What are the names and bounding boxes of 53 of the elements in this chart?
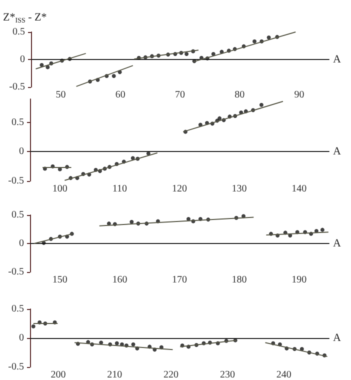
point xyxy=(114,341,119,346)
point xyxy=(186,216,190,221)
x-tick-label: 180 xyxy=(232,274,247,286)
x-tick-label: 170 xyxy=(172,274,187,286)
x-tick-label: 100 xyxy=(52,184,68,194)
x-tick-label: 130 xyxy=(232,184,247,194)
point xyxy=(259,102,264,107)
x-tick-label: 70 xyxy=(175,90,185,100)
x-axis-title: A xyxy=(333,332,341,344)
y-tick-label: 0 xyxy=(19,238,24,249)
y-tick-label: 0 xyxy=(20,54,25,65)
x-axis-title: A xyxy=(333,146,341,158)
x-tick-label: 230 xyxy=(220,370,235,380)
x-tick-label: 110 xyxy=(112,184,128,194)
x-tick-label: 190 xyxy=(292,274,307,286)
y-tick-label: -0.5 xyxy=(8,176,24,186)
point xyxy=(320,228,324,232)
x-tick-label: 80 xyxy=(234,90,245,100)
y-tick-label: 0 xyxy=(19,146,24,158)
x-tick-label: 90 xyxy=(294,90,304,100)
point xyxy=(106,222,111,226)
x-tick-label: 220 xyxy=(164,370,179,380)
point xyxy=(252,39,256,44)
y-tick-label: -0.5 xyxy=(8,362,24,372)
y-tick-label: 0.5 xyxy=(12,304,24,314)
y-tick-label: 0.5 xyxy=(12,26,25,38)
x-axis-title: A xyxy=(333,54,341,66)
y-tick-label: 0 xyxy=(19,332,24,344)
x-tick-label: 210 xyxy=(107,370,122,380)
y-tick-label: -0.5 xyxy=(8,266,24,278)
point xyxy=(130,220,134,224)
point xyxy=(146,151,150,156)
point xyxy=(99,340,104,345)
point xyxy=(266,36,271,40)
point xyxy=(131,342,136,346)
x-tick-label: 120 xyxy=(172,184,187,194)
x-tick-label: 160 xyxy=(112,274,128,286)
y-tick-label: 0.5 xyxy=(12,210,24,220)
point xyxy=(31,324,36,328)
x-tick-label: 50 xyxy=(56,90,66,100)
x-tick-label: 60 xyxy=(115,90,126,100)
x-tick-label: 150 xyxy=(52,274,68,286)
y-tick-label: -0.5 xyxy=(9,82,25,92)
point xyxy=(130,156,135,160)
x-tick-label: 140 xyxy=(292,184,307,194)
x-tick-label: 240 xyxy=(276,370,292,380)
point xyxy=(184,52,189,56)
x-tick-label: 200 xyxy=(50,370,66,380)
y-tick-label: 0.5 xyxy=(12,116,24,128)
point xyxy=(218,116,222,120)
point xyxy=(241,214,246,218)
x-axis-title: A xyxy=(333,238,341,250)
point xyxy=(112,74,116,78)
